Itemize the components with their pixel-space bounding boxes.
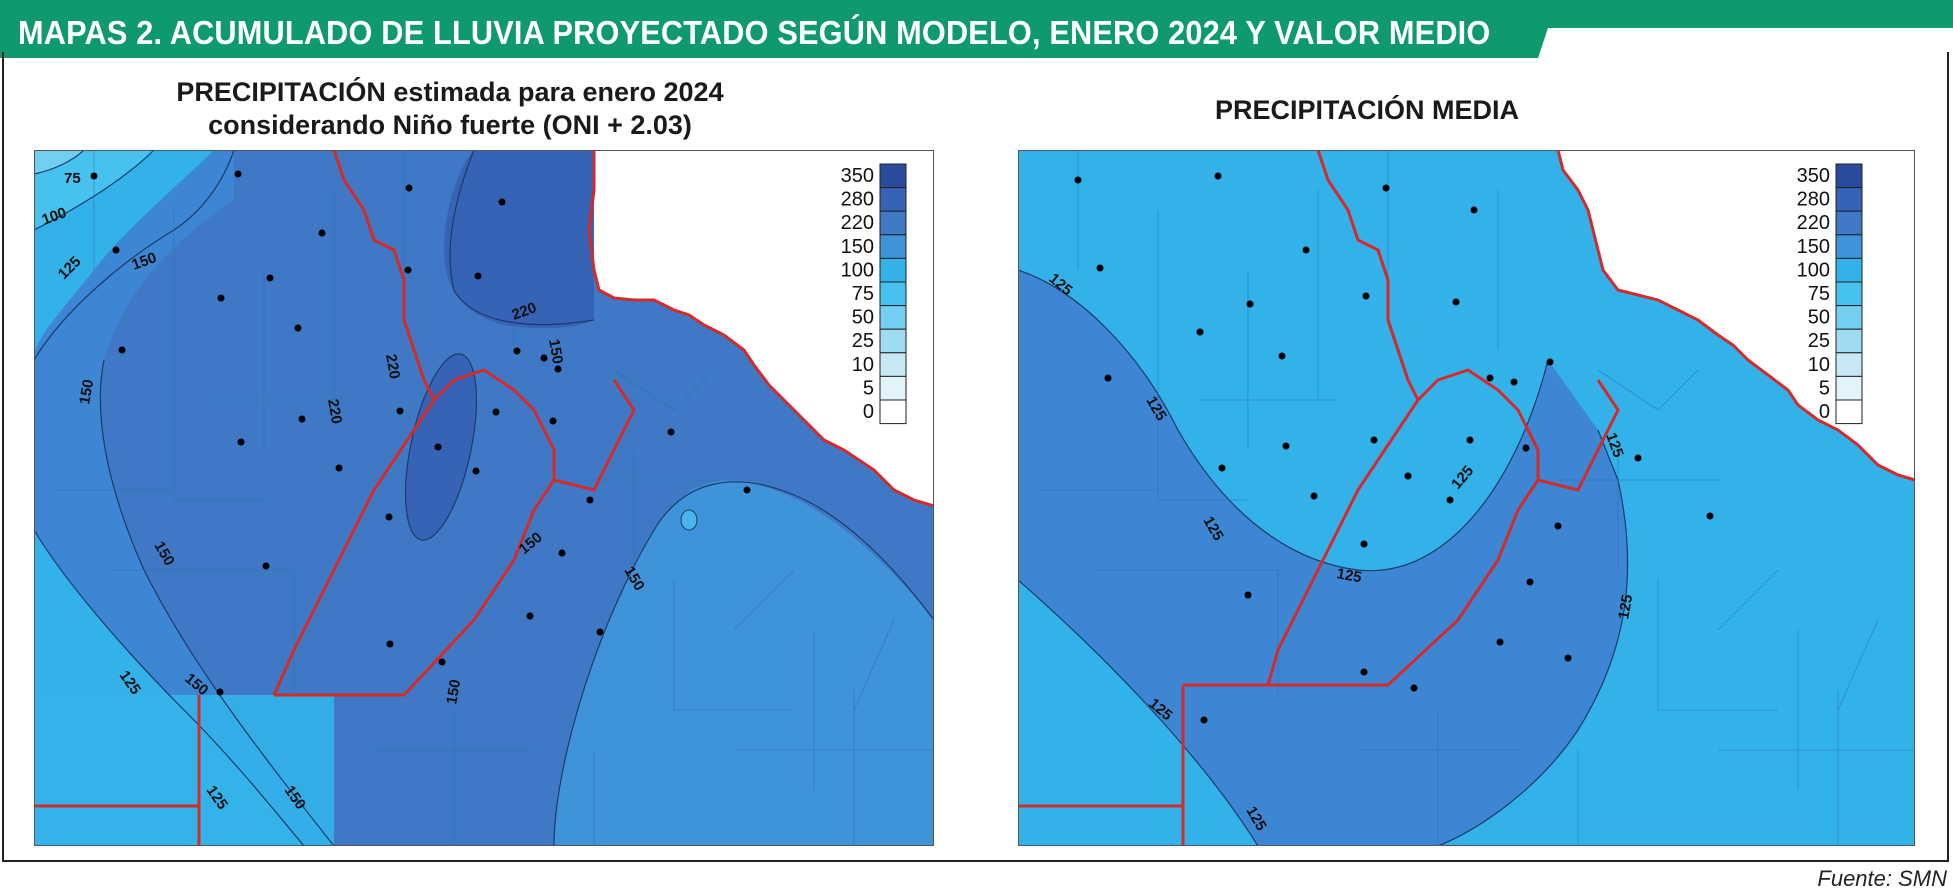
legend-swatch — [879, 210, 907, 236]
legend-swatch — [879, 163, 907, 189]
legend-label: 10 — [1808, 354, 1830, 376]
legend-swatch — [1835, 163, 1863, 189]
legend-swatch — [879, 187, 907, 212]
legend-label: 350 — [1797, 165, 1830, 187]
legend-label: 50 — [1808, 307, 1830, 329]
legend-swatch — [1835, 257, 1863, 283]
legend-swatch — [879, 281, 907, 307]
legend-swatch — [879, 352, 907, 377]
legend-swatch — [1835, 328, 1863, 354]
legend-label: 350 — [841, 165, 874, 187]
legend-label: 280 — [1797, 189, 1830, 211]
legend-label: 5 — [1819, 377, 1830, 399]
contour-label: 75 — [64, 170, 81, 187]
map-left-title: PRECIPITACIÓN estimada para enero 2024 c… — [100, 76, 800, 142]
contour-label: 150 — [443, 678, 464, 706]
legend-label: 280 — [841, 189, 874, 211]
page-title: MAPAS 2. ACUMULADO DE LLUVIA PROYECTADO … — [18, 14, 1491, 51]
legend-label: 75 — [1808, 283, 1830, 305]
legend-label: 0 — [1819, 401, 1830, 423]
title-banner — [0, 0, 1953, 58]
map-right-title-line1: PRECIPITACIÓN MEDIA — [1214, 95, 1519, 125]
legend-swatch — [879, 375, 907, 401]
legend-swatch — [1835, 399, 1863, 425]
legend-swatch — [879, 234, 907, 259]
legend-label: 0 — [863, 401, 874, 423]
legend-label: 220 — [1797, 212, 1830, 234]
legend-swatch — [1835, 305, 1863, 330]
legend-swatch — [879, 399, 907, 425]
legend-label: 10 — [852, 354, 874, 376]
legend-swatch — [1835, 210, 1863, 236]
legend-swatch — [1835, 187, 1863, 212]
legend-label: 75 — [852, 283, 874, 305]
legend-label: 220 — [841, 212, 874, 234]
legend-swatch — [1835, 352, 1863, 377]
legend-swatch — [1835, 375, 1863, 401]
legend-label: 150 — [841, 236, 874, 258]
legend-swatch — [879, 328, 907, 354]
figure-frame — [2, 52, 1949, 862]
contour-label: 150 — [76, 378, 97, 406]
map-right-title: PRECIPITACIÓN MEDIA — [1017, 94, 1717, 127]
legend-label: 50 — [852, 307, 874, 329]
contour-label: 125 — [1615, 593, 1636, 621]
legend-label: 25 — [1808, 330, 1830, 352]
legend-label: 100 — [1797, 259, 1830, 281]
contour-label: 220 — [324, 398, 345, 426]
legend-label: 150 — [1797, 236, 1830, 258]
map-left-title-line2: considerando Niño fuerte (ONI + 2.03) — [208, 110, 692, 140]
map-right: 125 125 125 125 125 125 125 125 125 3502… — [1018, 150, 1915, 846]
legend-swatch — [879, 305, 907, 330]
contour-label: 220 — [382, 353, 403, 381]
map-left-title-line1: PRECIPITACIÓN estimada para enero 2024 — [176, 77, 724, 107]
source-credit: Fuente: SMN — [1817, 866, 1947, 891]
legend-swatch — [879, 257, 907, 283]
legend-swatch — [1835, 234, 1863, 259]
legend-label: 5 — [863, 377, 874, 399]
contour-label: 150 — [545, 338, 566, 366]
legend-swatch — [1835, 281, 1863, 307]
map-left: 75 100 125 150 220 220 220 150 150 150 1… — [34, 150, 934, 846]
legend-label: 25 — [852, 330, 874, 352]
contour-label: 125 — [1335, 565, 1363, 586]
legend-label: 100 — [841, 259, 874, 281]
